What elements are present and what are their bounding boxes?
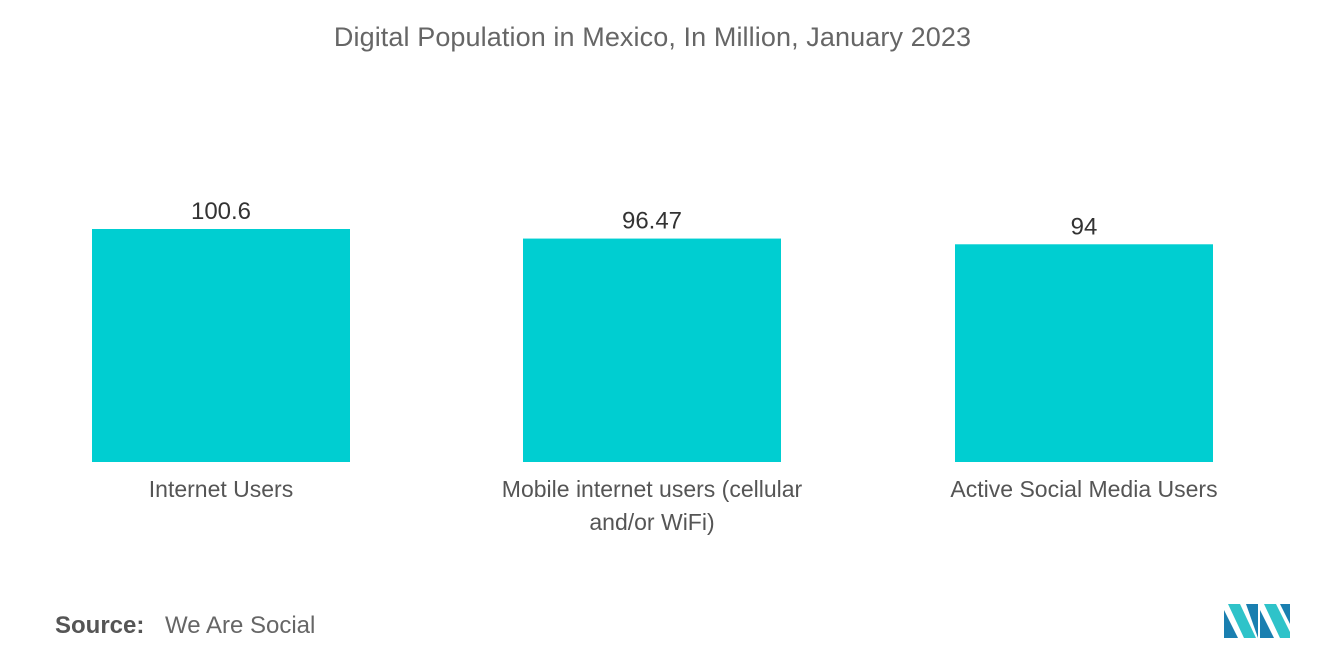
bar-2: [955, 244, 1213, 462]
category-label-1-line-1: and/or WiFi): [589, 509, 714, 535]
category-label-2: Active Social Media Users: [950, 476, 1217, 502]
category-label-1-line-0: Mobile internet users (cellular: [502, 476, 803, 502]
chart-title: Digital Population in Mexico, In Million…: [333, 22, 972, 52]
bar-value-label-1: 96.47: [622, 208, 682, 235]
bar-value-label-0: 100.6: [191, 198, 251, 225]
source-label: Source:: [55, 612, 145, 639]
category-label-0: Internet Users: [149, 476, 293, 502]
bar-value-label-2: 94: [1071, 213, 1098, 240]
bar-1: [523, 238, 781, 462]
source-note: Source: We Are Social: [55, 612, 315, 640]
mordor-intelligence-logo-icon: [1224, 604, 1290, 638]
source-text: We Are Social: [165, 612, 316, 639]
bar-0: [92, 229, 350, 462]
